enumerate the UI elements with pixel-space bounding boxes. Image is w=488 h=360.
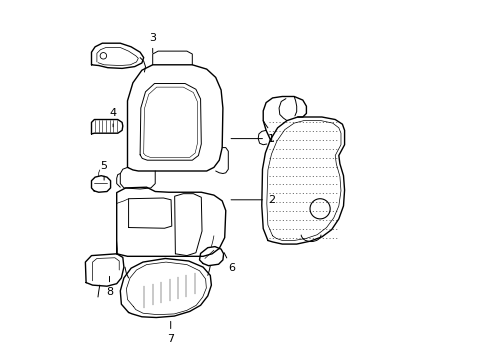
Text: 6: 6	[224, 253, 235, 273]
Text: 7: 7	[167, 321, 174, 344]
Text: 8: 8	[106, 276, 113, 297]
Text: 5: 5	[101, 161, 107, 180]
Text: 1: 1	[231, 134, 274, 144]
Text: 4: 4	[109, 108, 117, 127]
Text: 2: 2	[231, 195, 274, 205]
Text: 3: 3	[149, 33, 156, 53]
